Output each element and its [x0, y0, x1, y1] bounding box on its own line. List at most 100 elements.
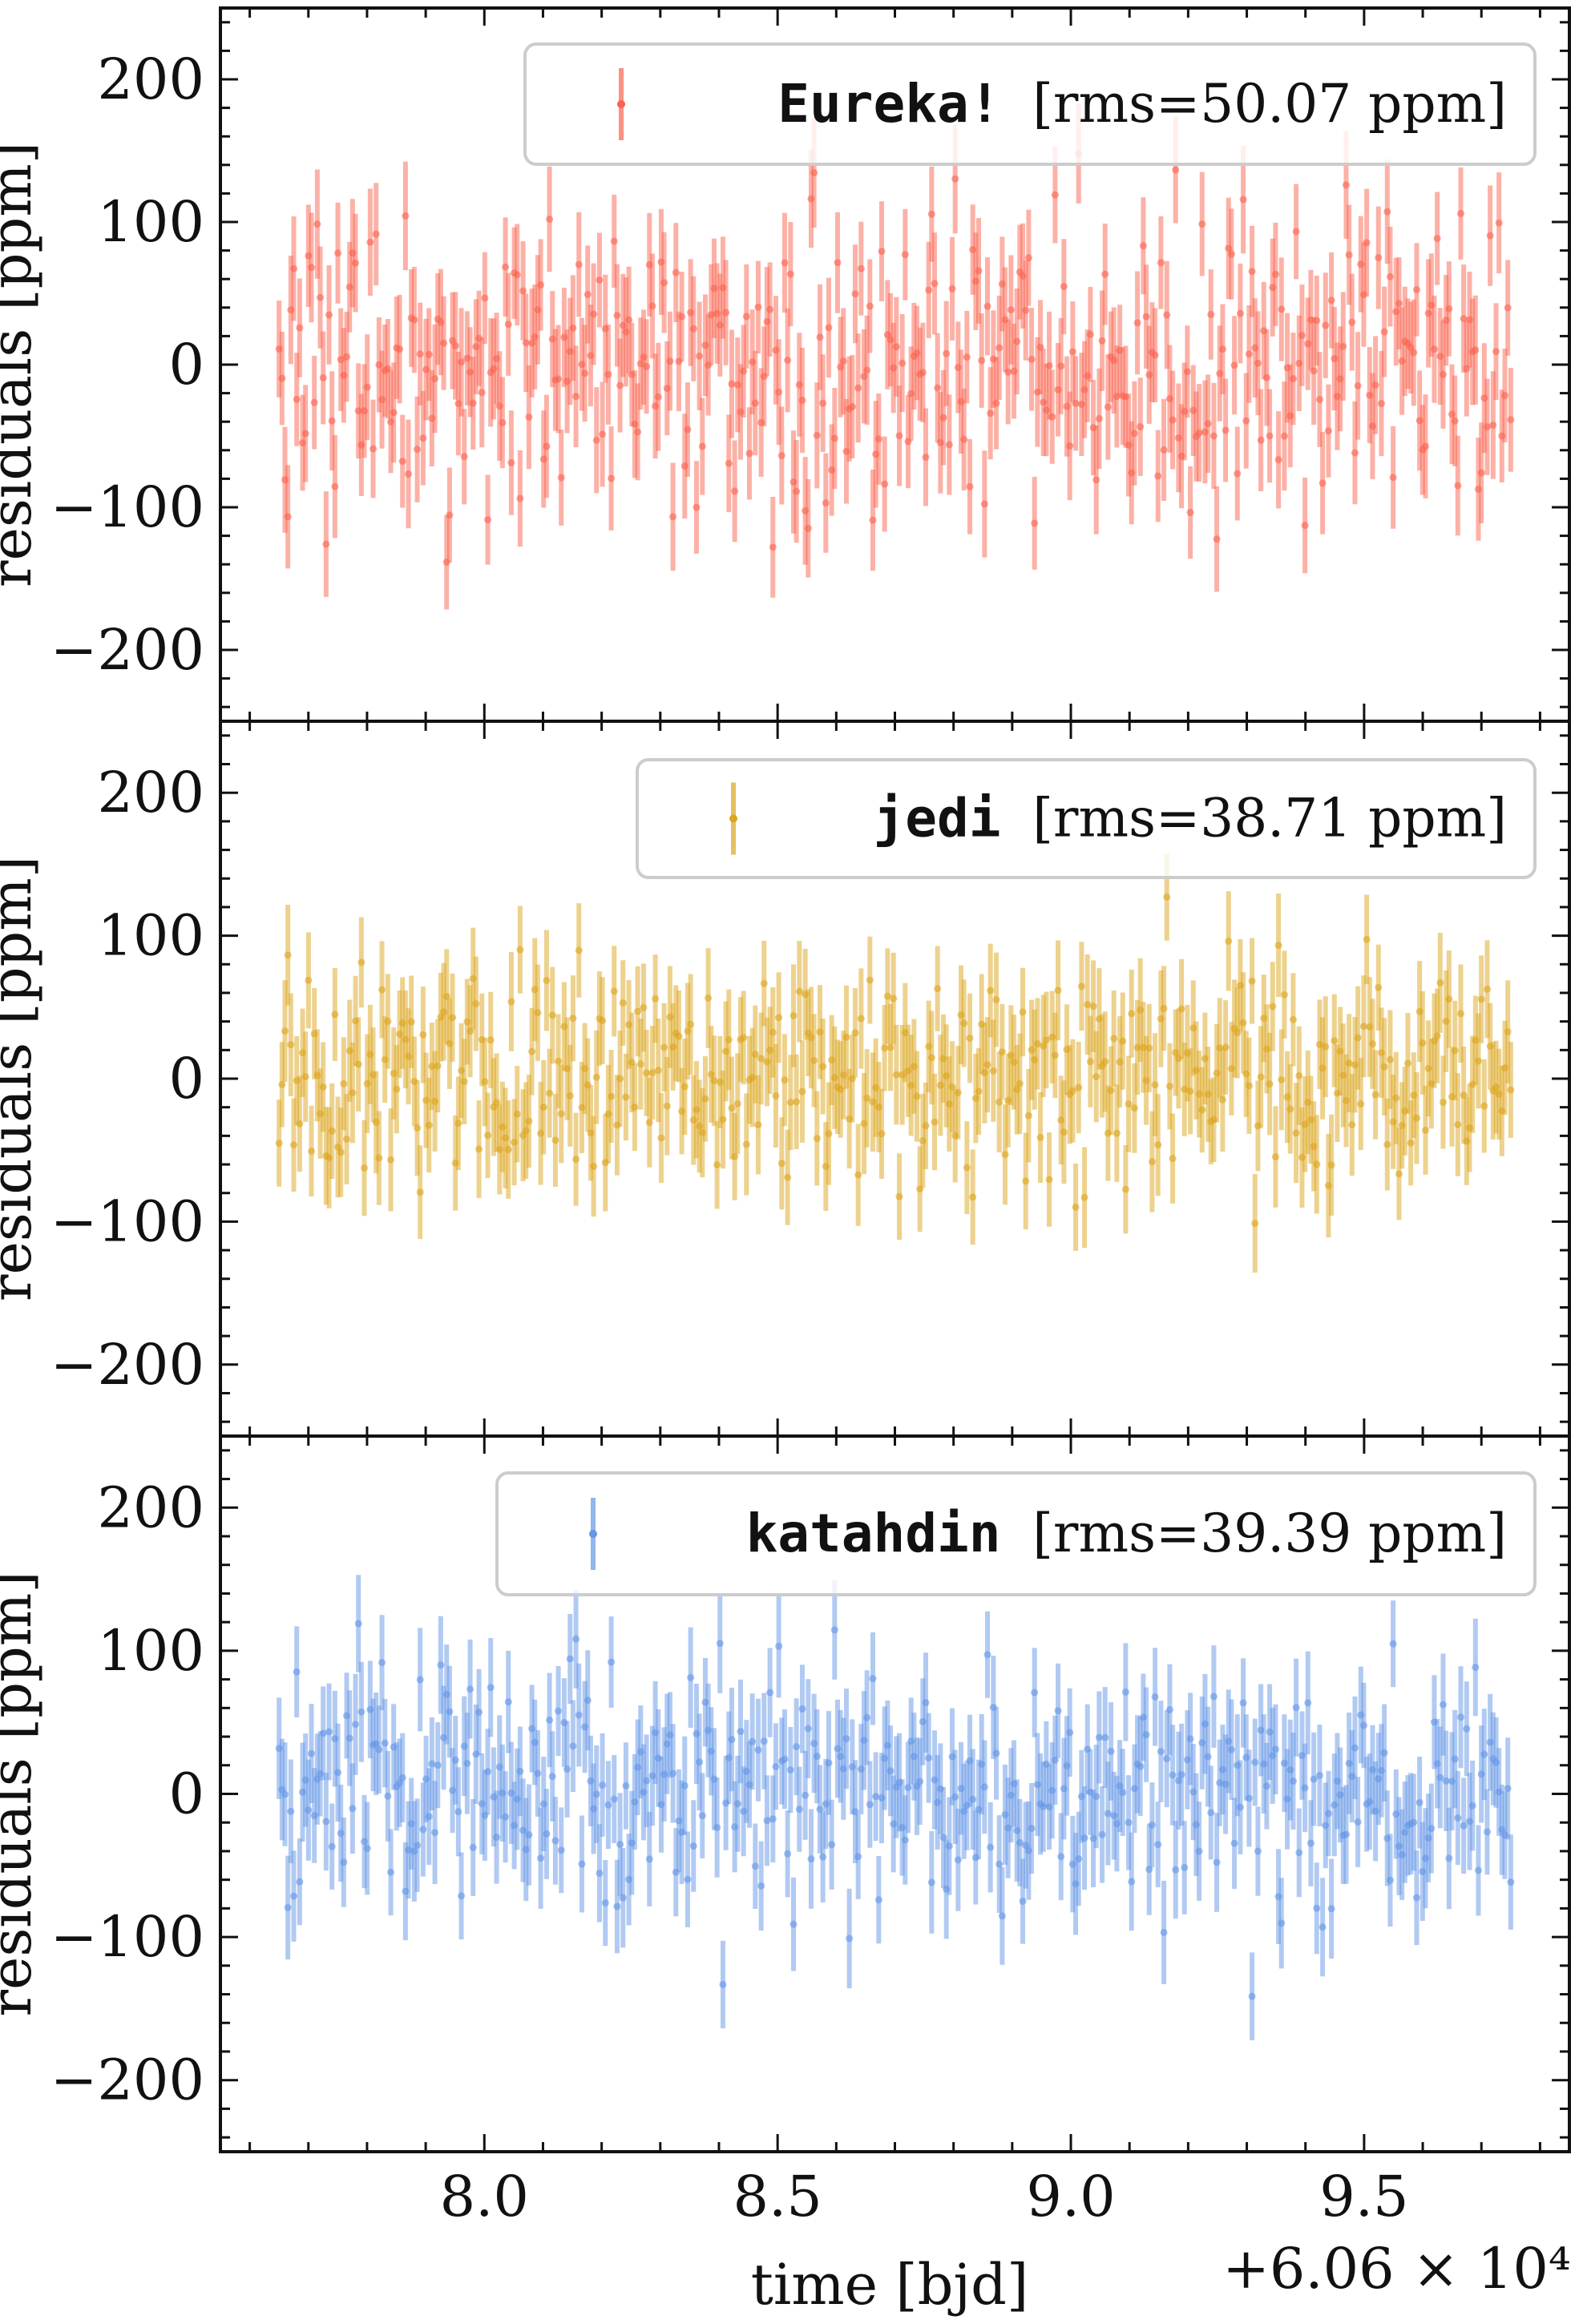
data-point	[1375, 983, 1383, 991]
data-point	[599, 1017, 607, 1025]
data-point	[1342, 181, 1350, 189]
data-point	[648, 302, 656, 310]
data-point	[1439, 1098, 1447, 1106]
data-point	[1080, 1834, 1088, 1842]
data-point	[878, 1130, 886, 1138]
data-point	[1121, 1688, 1129, 1696]
data-point	[1172, 166, 1180, 174]
data-point	[381, 1739, 389, 1747]
data-point	[1157, 259, 1165, 267]
data-point	[737, 1728, 745, 1736]
data-point	[555, 1707, 563, 1715]
data-point	[1066, 1729, 1074, 1737]
data-point	[701, 1095, 709, 1103]
data-point	[666, 357, 674, 365]
legend-rms-text: [rms=39.39 ppm]	[1032, 1503, 1507, 1564]
data-point	[1474, 1866, 1482, 1874]
legend-label: Eureka! [rms=50.07 ppm]	[777, 73, 1507, 135]
data-point	[1322, 1043, 1330, 1051]
data-point	[1383, 1140, 1391, 1148]
data-point	[610, 987, 618, 995]
data-point	[619, 1894, 627, 1902]
data-point	[451, 1756, 459, 1764]
data-point	[1092, 1793, 1100, 1801]
data-point	[431, 374, 439, 382]
data-point	[1395, 300, 1403, 308]
data-point	[1225, 937, 1233, 945]
x-tick-label: 9.0	[1026, 2164, 1115, 2229]
panels: −200 −100 0 100 200 residuals [ppm] Eureka! [r…	[0, 6, 1571, 2229]
data-point	[960, 435, 968, 443]
data-point	[951, 175, 959, 183]
data-point	[287, 1807, 295, 1815]
data-point	[846, 1935, 854, 1943]
data-point	[416, 1188, 424, 1196]
data-point	[813, 1753, 821, 1761]
data-point	[1289, 375, 1297, 383]
data-point	[1386, 1876, 1394, 1884]
data-point	[296, 1878, 304, 1886]
data-point	[881, 1044, 889, 1052]
data-point	[716, 1640, 724, 1648]
data-point	[460, 1078, 468, 1086]
data-point	[869, 516, 877, 524]
data-point	[1274, 942, 1282, 950]
data-point	[983, 1061, 991, 1069]
data-point	[308, 264, 316, 272]
data-point	[1286, 1105, 1294, 1113]
data-point	[766, 305, 774, 313]
data-point	[1137, 1762, 1145, 1770]
data-point	[793, 1743, 801, 1751]
data-point	[680, 1083, 689, 1091]
series-katahdin	[275, 1575, 1515, 2040]
data-point	[1234, 470, 1242, 478]
data-point	[1107, 1747, 1115, 1755]
data-point	[1086, 330, 1094, 338]
data-point	[1456, 209, 1464, 217]
data-point	[1031, 519, 1039, 527]
series-jedi	[275, 853, 1515, 1273]
data-point	[387, 1868, 395, 1876]
data-point	[366, 238, 374, 246]
data-point	[1380, 328, 1388, 336]
data-point	[786, 1766, 794, 1774]
data-point	[1051, 1051, 1059, 1059]
data-point	[1359, 1023, 1367, 1031]
data-point	[1298, 331, 1306, 339]
legend-label: jedi [rms=38.71 ppm]	[874, 788, 1508, 849]
data-point	[854, 1853, 862, 1861]
data-point	[1248, 268, 1256, 276]
data-point	[1442, 1777, 1450, 1785]
data-point	[414, 446, 422, 454]
data-point	[1483, 985, 1491, 993]
data-point	[1266, 432, 1274, 440]
data-point	[543, 442, 551, 450]
panel-middle: −200 −100 0 100 200 residuals [ppm] jedi [rms=…	[0, 720, 1571, 1438]
data-point	[775, 1642, 783, 1650]
data-point	[487, 1684, 495, 1692]
legend-series-name: katahdin	[746, 1503, 1033, 1564]
data-point	[790, 1920, 798, 1928]
data-point	[645, 1855, 653, 1863]
data-point	[625, 316, 633, 324]
data-point	[919, 369, 927, 377]
data-point	[1474, 1057, 1482, 1065]
data-point	[648, 1069, 656, 1077]
data-point	[575, 946, 583, 954]
data-point	[1183, 368, 1191, 376]
data-point	[854, 1171, 862, 1179]
data-point	[1169, 1155, 1177, 1163]
data-point	[645, 1119, 653, 1127]
data-point	[669, 1769, 677, 1777]
data-point	[290, 264, 298, 272]
x-axis-offset-text: +6.06 × 10⁴	[1222, 2236, 1571, 2302]
legend-label: katahdin [rms=39.39 ppm]	[746, 1503, 1507, 1564]
data-point	[1445, 1854, 1453, 1862]
data-point	[1315, 1771, 1323, 1779]
data-point	[1130, 430, 1138, 438]
data-point	[1209, 1693, 1218, 1701]
y-tick-label: 200	[97, 760, 204, 825]
data-point	[296, 1120, 304, 1128]
data-point	[1042, 1036, 1050, 1044]
data-point	[775, 388, 783, 396]
